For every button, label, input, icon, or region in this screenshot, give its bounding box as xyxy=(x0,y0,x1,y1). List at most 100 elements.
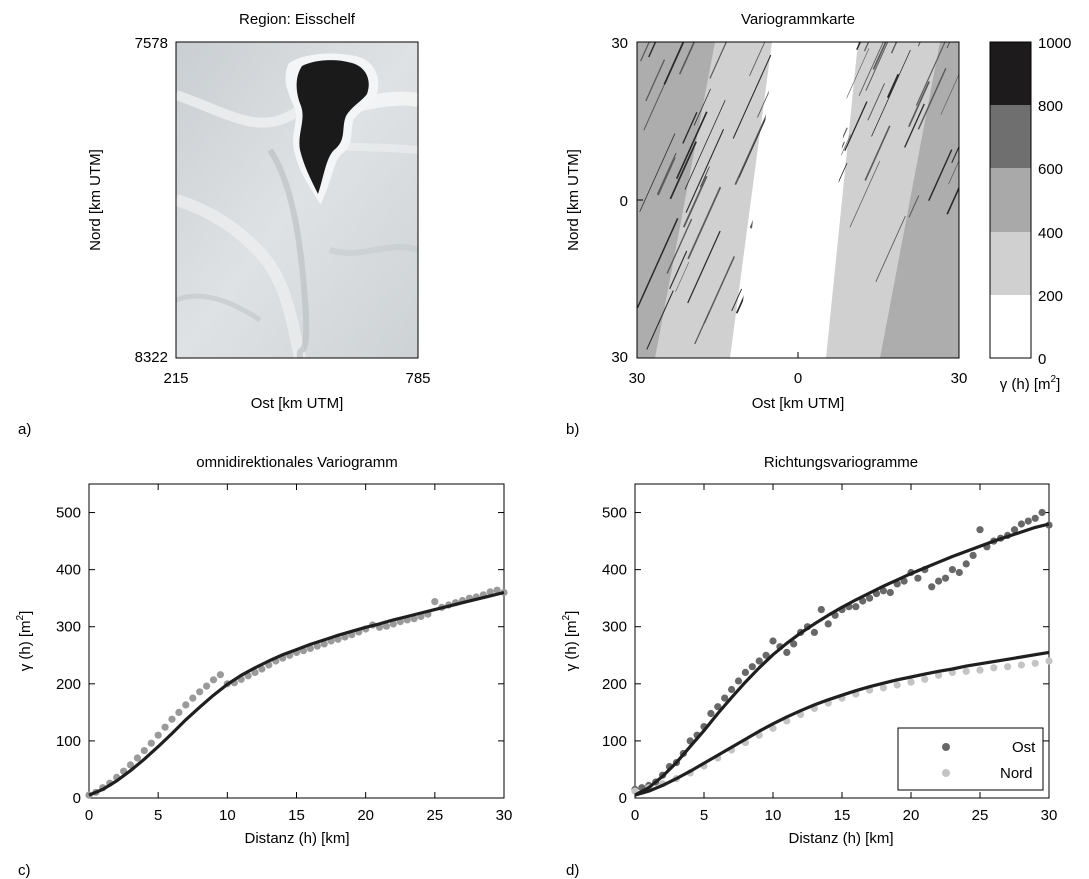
panel-c-point-experimental xyxy=(133,754,141,762)
panel-d-point-ost xyxy=(852,603,860,611)
colorbar-tick-0: 0 xyxy=(1038,351,1046,368)
contour-streak xyxy=(908,81,930,128)
panel-d-point-ost xyxy=(976,526,984,534)
panel-c-xlabel: Distanz (h) [km] xyxy=(244,830,349,847)
panel-b-xtick-mid: 0 xyxy=(794,370,802,387)
panel-d-point-ost xyxy=(755,657,763,665)
panel-a-frame xyxy=(175,41,419,359)
variogram-map xyxy=(637,42,959,358)
panel-b-ytick-bottom: 30 xyxy=(611,349,628,366)
contour-streak xyxy=(872,42,887,70)
panel-c-marks xyxy=(85,586,508,799)
panel-c-point-experimental xyxy=(203,682,211,690)
contour-streak xyxy=(738,108,771,178)
panel-a-title: Region: Eisschelf xyxy=(239,11,356,28)
panel-d-point-ost xyxy=(1038,508,1046,517)
panel-d-xtick-label: 10 xyxy=(765,807,782,824)
contour-streak xyxy=(849,160,881,228)
panel-d-point-nord xyxy=(935,671,943,679)
panel-c-ylabel: γ (h) [m2] xyxy=(15,611,34,672)
contour-streak xyxy=(731,288,743,312)
contour-streak xyxy=(928,149,953,202)
legend-ost-label: Ost xyxy=(1012,739,1036,756)
contour-streak xyxy=(856,42,862,51)
panel-c-xtick-label: 5 xyxy=(154,807,162,824)
panel-c-point-experimental xyxy=(209,676,218,684)
contour-streak xyxy=(871,49,911,137)
contour-streak xyxy=(700,166,710,188)
panel-d-marks xyxy=(631,508,1053,797)
colorbar-level-0-200 xyxy=(990,295,1031,358)
contour-streak xyxy=(865,42,889,91)
panel-a-xtick-left: 215 xyxy=(163,370,188,387)
contour-streak xyxy=(867,83,886,121)
contour-streak xyxy=(687,230,721,304)
panel-d-point-ost xyxy=(928,583,936,591)
panel-d-point-ost xyxy=(741,668,750,677)
contour-streak xyxy=(678,42,696,75)
panel-d-point-ost xyxy=(721,694,729,702)
panel-d-point-ost xyxy=(714,703,722,711)
panel-c-point-experimental xyxy=(161,723,169,731)
panel-c-xtick-label: 30 xyxy=(496,807,513,824)
panel-d-point-ost xyxy=(879,587,888,595)
panel-b-xtick-left: 30 xyxy=(629,370,646,387)
legend: Ost Nord xyxy=(897,727,1044,791)
panel-d-point-ost xyxy=(935,577,943,585)
panel-d-point-ost xyxy=(824,620,832,628)
panel-d-point-ost xyxy=(728,685,736,694)
colorbar-tick-1000: 1000 xyxy=(1038,35,1071,52)
panel-d-point-ost xyxy=(1017,520,1025,528)
contour-streak xyxy=(648,42,657,58)
colorbar-tick-400: 400 xyxy=(1038,225,1063,242)
panel-c-xtick-label: 25 xyxy=(426,807,443,824)
colorbar-frame xyxy=(989,41,1032,359)
panel-d-title: Richtungsvariogramme xyxy=(764,454,918,471)
panel-c-point-experimental xyxy=(382,622,390,630)
panel-d-point-ost xyxy=(769,637,777,645)
panel-b-title: Variogrammkarte xyxy=(741,11,855,28)
panel-c-point-experimental xyxy=(168,715,176,723)
colorbar-tick-200: 200 xyxy=(1038,288,1063,305)
contour-streak xyxy=(684,100,726,190)
panel-d-point-ost xyxy=(866,594,874,602)
colorbar-level-600-800 xyxy=(990,105,1031,168)
contour-streak xyxy=(637,218,679,309)
ice-shelf-image xyxy=(176,42,418,358)
panel-d-ytick-label: 400 xyxy=(602,562,627,579)
panel-d-point-nord xyxy=(1031,659,1039,667)
panel-d-ytick-label: 0 xyxy=(619,790,627,807)
panel-c-ytick-label: 0 xyxy=(73,790,81,807)
panel-d-xtick-label: 30 xyxy=(1041,807,1058,824)
panel-d-point-nord xyxy=(879,684,888,692)
panel-d-point-nord xyxy=(976,666,984,674)
panel-d-ytick-label: 500 xyxy=(602,505,627,522)
contour-streak xyxy=(749,42,766,77)
panel-c-xtick-label: 0 xyxy=(85,807,93,824)
panel-d-ytick-label: 200 xyxy=(602,676,627,693)
panel-c-point-experimental xyxy=(251,668,259,677)
panel-d-point-ost xyxy=(790,640,798,648)
contour-streak xyxy=(703,256,736,324)
panel-d-point-ost xyxy=(1010,526,1019,534)
contour-streak xyxy=(682,111,698,144)
panel-a-ytick-bottom: 8322 xyxy=(135,349,168,366)
panel-d-point-ost xyxy=(810,628,819,637)
panel-a-ytick-top: 7578 xyxy=(135,35,168,52)
contour-streak xyxy=(657,157,676,196)
contour-streak xyxy=(844,101,868,152)
panel-c-title: omnidirektionales Variogramm xyxy=(196,454,397,471)
panel-c-point-experimental xyxy=(182,701,190,709)
contour-streak xyxy=(908,195,920,218)
panel-d-point-nord xyxy=(1004,663,1012,671)
colorbar: 1000 800 600 400 200 0 γ (h) [m2] xyxy=(989,35,1071,393)
panel-d-point-ost xyxy=(859,597,867,605)
contour-streak xyxy=(669,141,697,200)
colorbar-label: γ (h) [m2] xyxy=(1000,374,1061,393)
panel-d-point-ost xyxy=(941,574,950,582)
panel-d-point-ost xyxy=(817,606,825,614)
panel-d-model-line xyxy=(634,650,1050,797)
panel-c-ytick-label: 100 xyxy=(56,733,81,750)
panel-c-ytick-label: 300 xyxy=(56,619,81,636)
legend-ost-marker xyxy=(942,743,950,751)
